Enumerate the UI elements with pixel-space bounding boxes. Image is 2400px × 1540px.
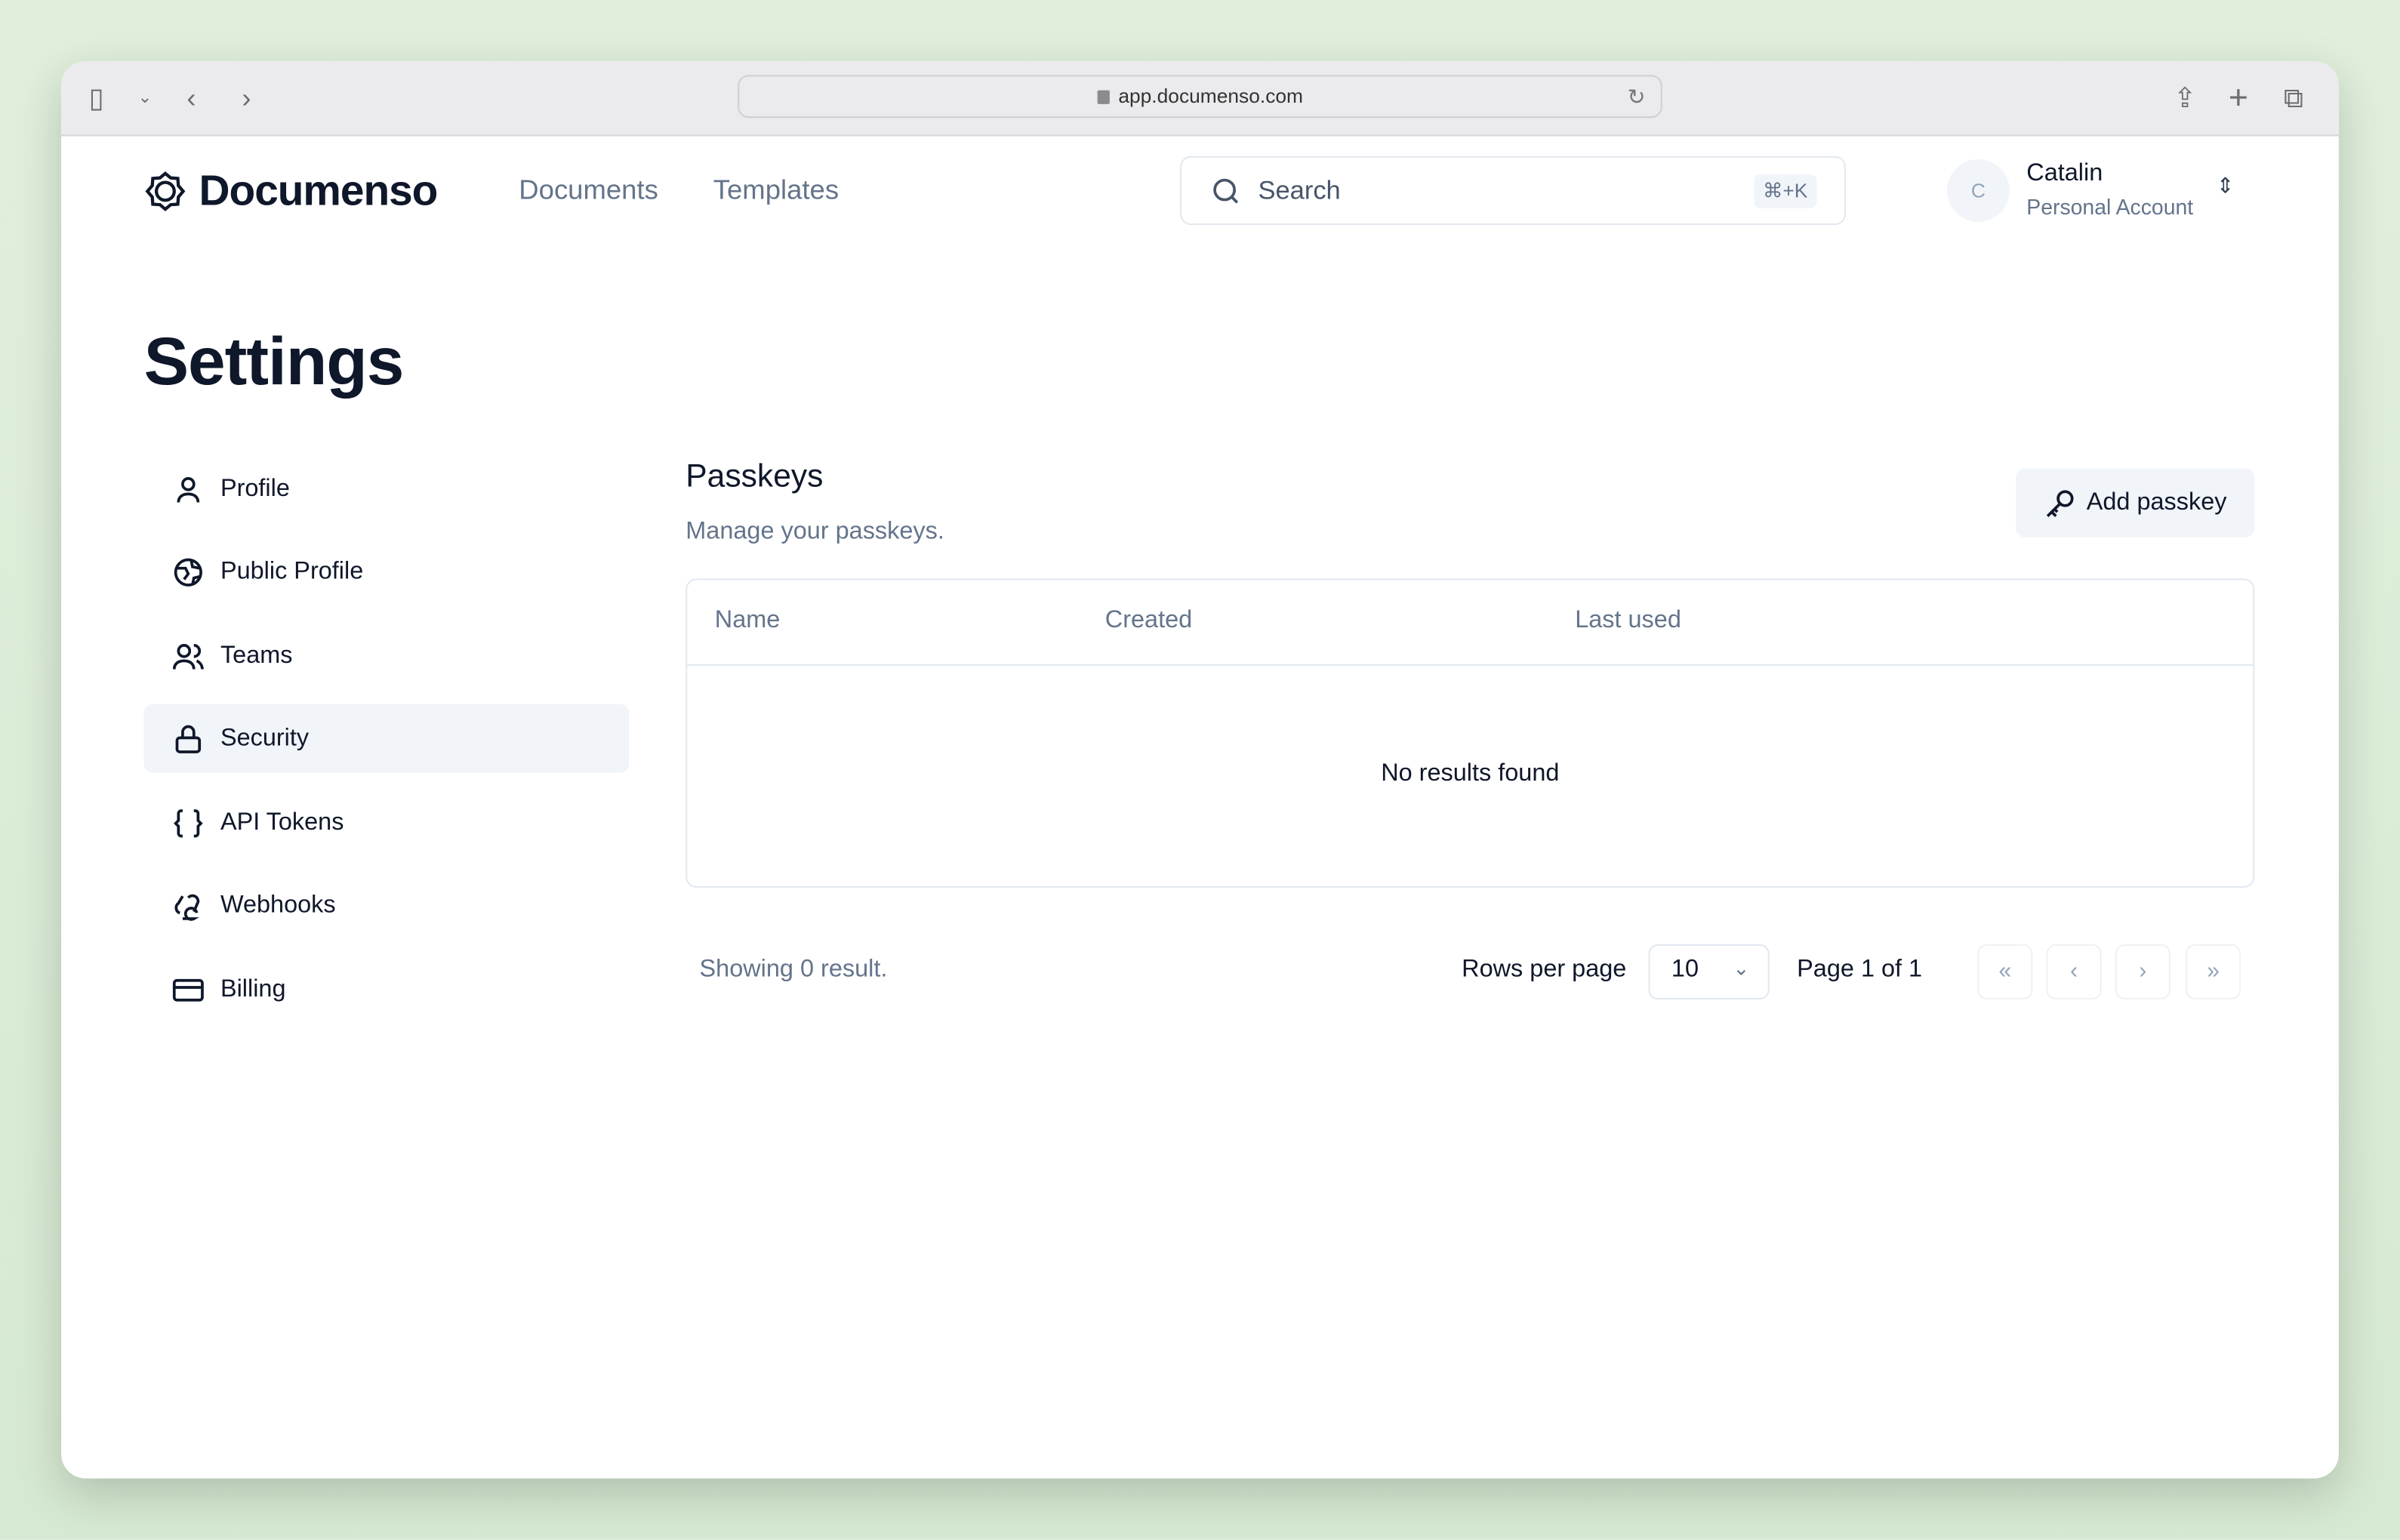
- user-icon: [177, 476, 200, 502]
- column-created[interactable]: Created: [1104, 607, 1193, 634]
- sidebar-item-label: Profile: [220, 475, 290, 501]
- add-passkey-button[interactable]: Add passkey: [2016, 468, 2255, 537]
- sidebar-item-label: Teams: [220, 642, 293, 668]
- sidebar-item-teams[interactable]: Teams: [144, 621, 630, 690]
- page-title: Settings: [143, 324, 405, 400]
- column-name[interactable]: Name: [714, 607, 781, 634]
- address-bar[interactable]: app.documenso.com ↻: [738, 75, 1662, 119]
- search-shortcut: ⌘+K: [1753, 174, 1817, 208]
- search-icon: [1213, 178, 1239, 204]
- section-subtitle: Manage your passkeys.: [685, 519, 944, 545]
- first-page-button[interactable]: «: [1977, 944, 2033, 999]
- next-page-button[interactable]: ›: [2115, 944, 2170, 999]
- nav-documents[interactable]: Documents: [519, 174, 658, 205]
- column-last-used[interactable]: Last used: [1575, 607, 1681, 634]
- search-input[interactable]: Search ⌘+K: [1180, 156, 1847, 226]
- search-placeholder: Search: [1258, 176, 1341, 205]
- key-icon: [2047, 489, 2074, 517]
- nav-templates[interactable]: Templates: [713, 174, 840, 205]
- sidebar-item-label: Security: [220, 724, 310, 751]
- last-page-button[interactable]: »: [2186, 944, 2241, 999]
- sidebar-toggle-icon[interactable]: ▯: [88, 82, 104, 114]
- back-icon[interactable]: ‹: [186, 82, 196, 114]
- add-passkey-label: Add passkey: [2086, 488, 2227, 516]
- empty-state: No results found: [1381, 760, 1560, 787]
- logo-text: Documenso: [199, 166, 439, 214]
- sidebar-item-api-tokens[interactable]: API Tokens: [144, 788, 630, 857]
- logo[interactable]: Documenso: [144, 167, 438, 216]
- browser-toolbar: ▯ ⌄ ‹ › app.documenso.com ↻ ⇪ + ⧉: [61, 61, 2339, 137]
- rows-per-page-select[interactable]: 10 ⌄: [1648, 944, 1770, 999]
- app-header: Documenso Documents Templates Search ⌘+K…: [61, 136, 2339, 246]
- user-name[interactable]: Catalin: [2026, 160, 2103, 187]
- table-header: Name Created Last used: [687, 580, 2254, 666]
- webhook-icon: [174, 893, 200, 920]
- result-count: Showing 0 result.: [699, 956, 888, 983]
- rows-per-page-label: Rows per page: [1462, 956, 1627, 983]
- sidebar-item-profile[interactable]: Profile: [144, 454, 630, 523]
- passkeys-table: Name Created Last used No results found: [685, 578, 2255, 888]
- url-text: app.documenso.com: [1118, 84, 1304, 107]
- previous-page-button[interactable]: ‹: [2046, 944, 2102, 999]
- sidebar-item-label: Public Profile: [220, 557, 364, 584]
- browser-window: ▯ ⌄ ‹ › app.documenso.com ↻ ⇪ + ⧉ Documen…: [61, 61, 2339, 1479]
- braces-icon: [174, 808, 203, 837]
- logo-icon: [145, 171, 186, 211]
- tabs-overview-icon[interactable]: ⧉: [2283, 82, 2303, 114]
- sidebar-item-billing[interactable]: Billing: [144, 955, 630, 1024]
- rows-per-page-value: 10: [1671, 956, 1699, 983]
- forward-icon[interactable]: ›: [242, 82, 251, 114]
- globe-icon: [174, 557, 202, 586]
- account-type[interactable]: Personal Account: [2026, 194, 2194, 219]
- sidebar-item-label: API Tokens: [220, 808, 344, 835]
- sidebar-item-label: Billing: [220, 975, 286, 1002]
- reload-icon[interactable]: ↻: [1627, 84, 1646, 109]
- lock-icon: [175, 724, 202, 753]
- share-icon[interactable]: ⇪: [2173, 82, 2197, 114]
- avatar[interactable]: C: [1946, 159, 2010, 222]
- new-tab-icon[interactable]: +: [2228, 78, 2248, 117]
- section-title: Passkeys: [685, 459, 824, 494]
- chevron-down-icon[interactable]: ⌄: [137, 88, 153, 107]
- sidebar-item-public-profile[interactable]: Public Profile: [144, 537, 630, 606]
- lock-icon: [1096, 90, 1110, 104]
- credit-card-icon: [172, 978, 204, 1001]
- page-indicator: Page 1 of 1: [1797, 956, 1923, 983]
- sidebar-item-security[interactable]: Security: [143, 704, 630, 773]
- sidebar-item-label: Webhooks: [220, 891, 336, 918]
- chevrons-up-down-icon[interactable]: ⇕: [2216, 173, 2235, 198]
- sidebar-item-webhooks[interactable]: Webhooks: [144, 871, 630, 940]
- chevron-down-icon: ⌄: [1733, 956, 1750, 980]
- users-icon: [172, 643, 204, 669]
